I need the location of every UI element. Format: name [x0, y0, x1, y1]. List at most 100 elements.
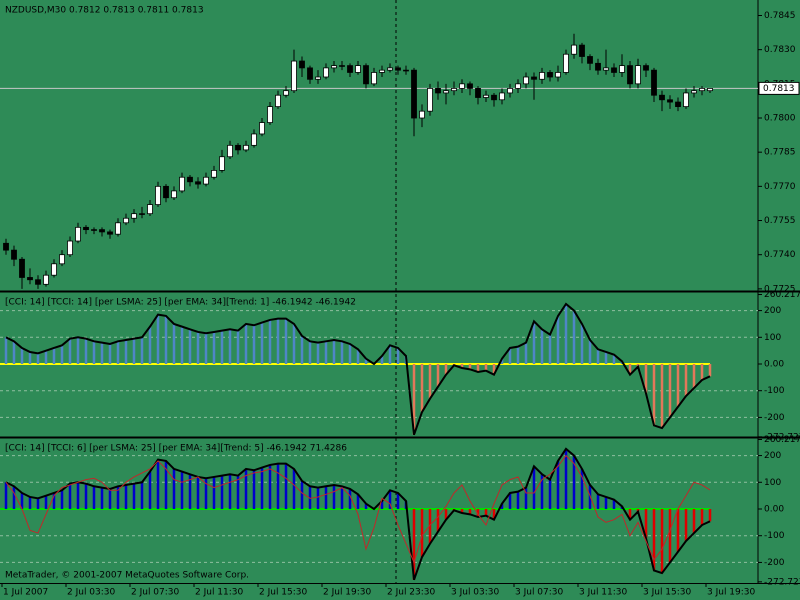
- time-label: 2 Jul 03:30: [67, 588, 116, 598]
- time-label: 3 Jul 19:30: [707, 588, 756, 598]
- candle-body: [483, 94, 489, 98]
- y-tick-label: 0.7845: [764, 11, 796, 21]
- candle-body: [339, 65, 345, 67]
- candle-body: [219, 156, 225, 171]
- y-tick-label: 0.7800: [764, 114, 796, 124]
- candle-body: [571, 44, 577, 55]
- candle-body: [267, 106, 273, 123]
- candle-body: [435, 87, 441, 94]
- y-tick-label: -272.7271: [764, 577, 800, 587]
- candle-body: [427, 87, 433, 112]
- y-tick-label: 200: [764, 306, 781, 316]
- candle-body: [323, 67, 329, 78]
- candle-body: [659, 94, 665, 101]
- y-tick-label: 0.7725: [764, 284, 796, 294]
- indicator-title: [CCI: 14] [TCCI: 14] [per LSMA: 25] [per…: [5, 298, 356, 308]
- candle-body: [555, 72, 561, 78]
- footer: MetaTrader, © 2001-2007 MetaQuotes Softw…: [5, 571, 249, 581]
- candle-body: [27, 277, 33, 281]
- indicator-title: [CCI: 14] [TCCI: 6] [per LSMA: 25] [per …: [5, 444, 347, 454]
- candle-body: [475, 87, 481, 98]
- time-label: 2 Jul 23:30: [387, 588, 436, 598]
- candle-body: [187, 176, 193, 183]
- time-label: 2 Jul 15:30: [259, 588, 308, 598]
- y-tick-label: -200: [764, 413, 785, 423]
- y-tick-label: -272.7271: [764, 432, 800, 442]
- candle-body: [667, 99, 673, 103]
- candle-body: [459, 83, 465, 89]
- candle-body: [627, 65, 633, 85]
- y-tick-label: 260.2171: [764, 435, 800, 445]
- candle-body: [635, 65, 641, 85]
- candle-body: [699, 87, 705, 92]
- candle-body: [467, 83, 473, 89]
- candle-body: [299, 60, 305, 69]
- candle-body: [595, 62, 601, 71]
- candle-body: [195, 181, 201, 185]
- candle-body: [283, 90, 289, 96]
- candle-body: [155, 185, 161, 205]
- candle-body: [387, 67, 393, 71]
- y-tick-label: 0.00: [764, 359, 784, 369]
- y-tick-label: -100: [764, 386, 785, 396]
- candle-body: [331, 65, 337, 69]
- candle-body: [371, 72, 377, 85]
- candle-body: [35, 279, 41, 285]
- candle-body: [243, 144, 249, 151]
- candle-body: [275, 94, 281, 108]
- current-price-label: 0.7813: [763, 84, 795, 94]
- candle-body: [59, 254, 65, 265]
- candle-body: [91, 229, 97, 231]
- time-label: 3 Jul 03:30: [451, 588, 500, 598]
- candle-body: [131, 213, 137, 219]
- candle-body: [443, 90, 449, 94]
- candle-body: [643, 65, 649, 71]
- candle-body: [707, 87, 713, 92]
- candle-body: [411, 69, 417, 119]
- candle-body: [43, 274, 49, 285]
- candle-body: [347, 65, 353, 73]
- y-tick-label: 100: [764, 478, 781, 488]
- candle-body: [251, 133, 257, 146]
- time-label: 2 Jul 19:30: [323, 588, 372, 598]
- candle-body: [515, 83, 521, 89]
- candle-body: [259, 122, 265, 135]
- candle-body: [115, 222, 121, 235]
- candle-body: [363, 65, 369, 85]
- candle-body: [307, 67, 313, 80]
- candle-body: [523, 76, 529, 85]
- candle-body: [123, 217, 129, 224]
- candle-body: [587, 56, 593, 64]
- candle-body: [163, 185, 169, 199]
- candle-body: [11, 249, 17, 260]
- candle-body: [3, 242, 9, 251]
- time-label: 3 Jul 07:30: [515, 588, 564, 598]
- candle-body: [539, 72, 545, 80]
- candle-body: [51, 263, 57, 276]
- candle-body: [531, 76, 537, 80]
- candle-body: [99, 229, 105, 233]
- candle-body: [67, 240, 73, 256]
- candle-body: [395, 67, 401, 71]
- tcci-line: [5, 454, 711, 564]
- candle-body: [675, 101, 681, 108]
- y-tick-label: -100: [764, 531, 785, 541]
- candle-body: [171, 190, 177, 199]
- candle-body: [619, 65, 625, 73]
- candle-body: [83, 226, 89, 231]
- y-tick-label: 100: [764, 333, 781, 343]
- time-label: 1 Jul 2007: [3, 588, 48, 598]
- candle-body: [315, 76, 321, 80]
- candle-body: [651, 69, 657, 96]
- time-label: 3 Jul 15:30: [643, 588, 692, 598]
- candle-body: [691, 90, 697, 94]
- candle-body: [147, 204, 153, 215]
- time-label: 2 Jul 11:30: [195, 588, 244, 598]
- candle-body: [499, 92, 505, 101]
- y-tick-label: 0.7770: [764, 182, 796, 192]
- candle-body: [211, 170, 217, 178]
- candle-body: [139, 213, 145, 215]
- candle-body: [227, 144, 233, 158]
- candle-body: [203, 176, 209, 185]
